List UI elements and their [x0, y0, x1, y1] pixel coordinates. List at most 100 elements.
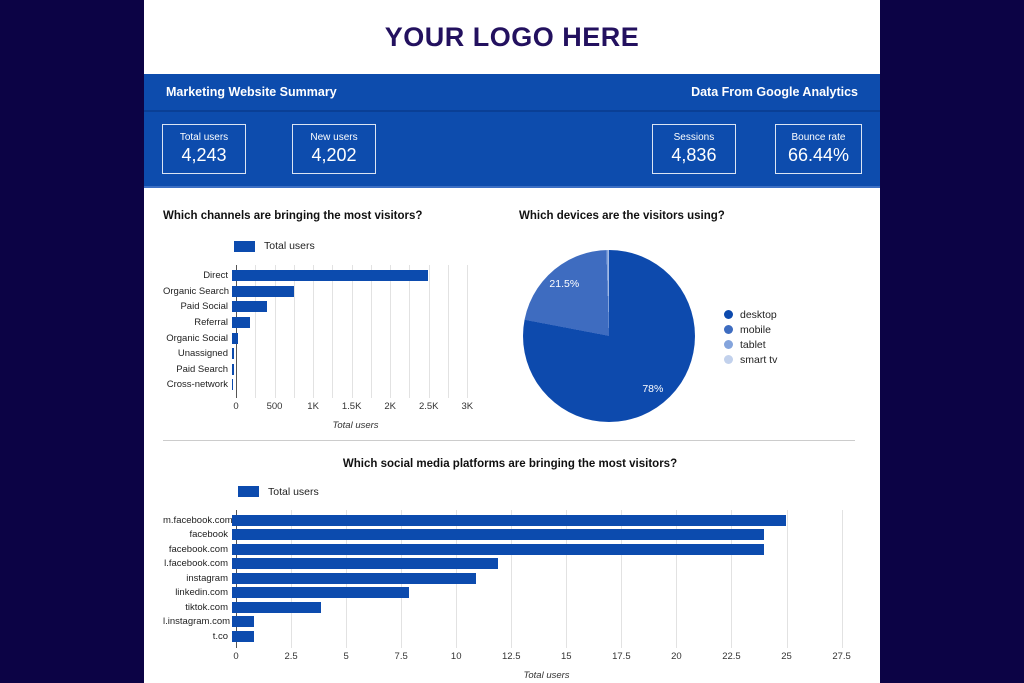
legend-dot: [724, 310, 733, 319]
x-tick-label: 3K: [461, 400, 474, 412]
kpi-new-users: New users 4,202: [292, 124, 376, 174]
bar-t.co[interactable]: [232, 630, 255, 642]
bar-track: [232, 571, 857, 586]
bar-referral[interactable]: [232, 317, 251, 329]
category-label: Paid Social: [180, 301, 228, 313]
bar-direct[interactable]: [232, 270, 428, 282]
legend-label: mobile: [740, 323, 771, 336]
bar-row: l.instagram.com: [163, 614, 857, 629]
bar-track: [232, 284, 475, 300]
x-tick-label: 500: [266, 400, 283, 412]
category-label: instagram: [186, 572, 228, 584]
category-label: Direct: [203, 270, 228, 282]
pie-slice-label-desktop: 78%: [642, 383, 664, 395]
category-label: tiktok.com: [185, 601, 228, 613]
x-tick-label: 25: [781, 651, 792, 663]
chart-title: Which social media platforms are bringin…: [342, 457, 678, 470]
category-label: Cross-network: [166, 379, 228, 391]
x-axis-title: Total users: [523, 670, 570, 682]
bar-row: m.facebook.com: [163, 513, 857, 528]
bar-l.instagram.com[interactable]: [232, 616, 255, 627]
bar-tiktok.com[interactable]: [232, 601, 321, 613]
x-axis: 0 2.5 5 7.5 10 12.5 15 17.5 20 22.5 25 27.5: [233, 648, 857, 663]
kpi-value: 4,202: [311, 145, 357, 165]
bar-paid-search[interactable]: [232, 363, 234, 375]
legend-label: smart tv: [740, 353, 778, 366]
chart-legend[interactable]: Total users: [238, 486, 857, 498]
x-axis: 0 500 1K 1.5K 2K 2.5K 3K: [233, 398, 475, 413]
top-charts-section: Which channels are bringing the most vis…: [144, 188, 880, 431]
gridline: [621, 509, 623, 649]
bar-track: [232, 556, 857, 571]
legend-item-desktop[interactable]: desktop: [724, 307, 777, 322]
category-label: Organic Search: [163, 285, 230, 297]
legend-item-tablet[interactable]: tablet: [724, 337, 777, 352]
chart-legend[interactable]: Total users: [234, 240, 475, 252]
category-label: facebook: [189, 529, 228, 540]
bar-track: [232, 614, 857, 629]
gridline: [293, 265, 295, 398]
bar-organic-social[interactable]: [232, 332, 238, 344]
logo-placeholder: YOUR LOGO HERE: [384, 21, 640, 52]
gridline: [332, 265, 334, 398]
banner-title-row: Marketing Website Summary Data From Goog…: [144, 74, 880, 112]
grid-layer: [236, 265, 475, 398]
bar-organic-search[interactable]: [232, 285, 294, 297]
x-tick-label: 20: [671, 651, 682, 663]
legend-item-smart-tv[interactable]: smart tv: [724, 352, 777, 367]
legend-label: desktop: [740, 308, 777, 321]
bar-unassigned[interactable]: [232, 348, 235, 360]
y-axis-line: [236, 265, 237, 398]
pie[interactable]: 78% 21.5%: [523, 250, 695, 422]
social-plot-area: m.facebook.com facebook facebook.com l.face…: [163, 509, 857, 682]
kpi-label: Sessions: [673, 132, 715, 143]
category-label: Unassigned: [177, 348, 228, 360]
bar-m.facebook.com[interactable]: [232, 514, 787, 526]
gridline: [370, 265, 372, 398]
chart-title: Which devices are the visitors using?: [519, 210, 725, 222]
bar-row: Organic Social: [163, 330, 475, 346]
x-tick-label: 1.5K: [341, 400, 362, 412]
category-label: Paid Search: [176, 363, 228, 375]
x-tick-label: 22.5: [722, 651, 741, 663]
gridline: [274, 265, 276, 398]
bar-track: [232, 629, 857, 644]
x-tick-label: 10: [450, 651, 462, 663]
bar-row: facebook: [163, 527, 857, 542]
legend-swatch: [234, 240, 255, 252]
channels-bar-chart: Which channels are bringing the most vis…: [163, 210, 475, 431]
x-tick-label: 15: [561, 651, 572, 663]
bar-instagram[interactable]: [232, 572, 476, 584]
legend-swatch: [238, 486, 259, 498]
bar-track: [232, 330, 475, 346]
pie-legend: desktop mobile tablet smart tv: [724, 307, 777, 422]
plot: m.facebook.com facebook facebook.com l.face…: [163, 509, 857, 649]
bar-linkedin.com[interactable]: [232, 587, 410, 598]
bar-row: Cross-network: [163, 377, 475, 393]
gridline: [676, 509, 678, 649]
kpi-group-right: Sessions 4,836 Bounce rate 66.44%: [651, 124, 862, 174]
kpi-row: Total users 4,243 New users 4,202 Sessio…: [144, 112, 880, 186]
social-bar-chart: Which social media platforms are bringin…: [144, 441, 880, 682]
report-title: Marketing Website Summary: [166, 85, 337, 99]
x-tick-label: 0: [233, 400, 239, 412]
bar-row: Organic Search: [163, 284, 475, 300]
bar-paid-social[interactable]: [232, 301, 268, 313]
category-label: facebook.com: [168, 543, 228, 555]
bar-l.facebook.com[interactable]: [232, 558, 498, 569]
bar-row: instagram: [163, 571, 857, 586]
bar-row: Referral: [163, 315, 475, 331]
gridline: [448, 265, 450, 398]
x-tick-label: 2.5K: [418, 400, 439, 412]
channels-plot-area: Direct Organic Search Paid Social Referral O…: [163, 265, 475, 431]
bar-facebook.com[interactable]: [232, 543, 764, 555]
legend-item-mobile[interactable]: mobile: [724, 322, 777, 337]
devices-pie-chart: Which devices are the visitors using? 78…: [519, 210, 856, 431]
bar-row: linkedin.com: [163, 585, 857, 600]
bar-track: [232, 542, 857, 557]
legend-label: tablet: [740, 338, 766, 351]
x-tick-label: 1K: [307, 400, 319, 412]
bar-facebook[interactable]: [232, 529, 764, 540]
legend-label: Total users: [264, 240, 315, 252]
bar-row: tiktok.com: [163, 600, 857, 615]
